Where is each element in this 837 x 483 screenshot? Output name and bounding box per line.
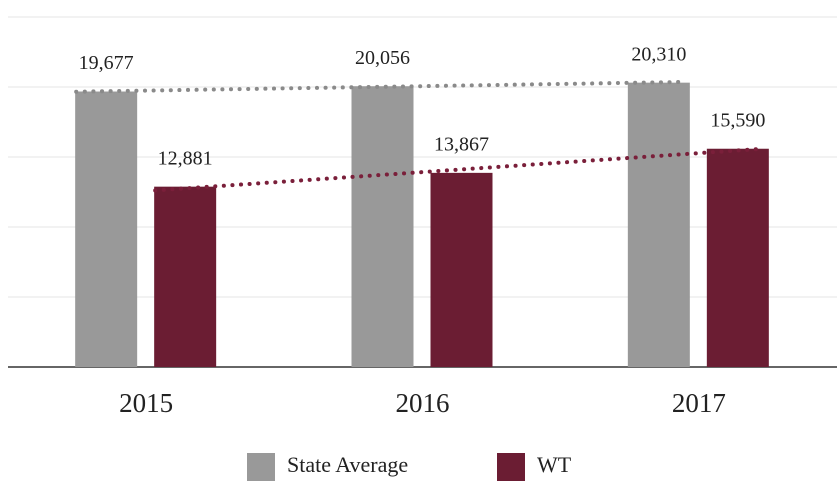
- bar: [627, 82, 690, 367]
- value-label: 13,867: [434, 133, 489, 155]
- x-tick-label: 2015: [119, 388, 173, 418]
- value-label: 12,881: [158, 147, 213, 169]
- bar: [706, 148, 769, 367]
- x-tick-label: 2016: [396, 388, 450, 418]
- x-tick-label: 2017: [672, 388, 726, 418]
- legend-swatch: [497, 453, 525, 481]
- value-label: 20,056: [355, 47, 410, 69]
- trend-line: [74, 79, 686, 94]
- bar: [351, 86, 414, 367]
- bar: [430, 172, 493, 367]
- legend-swatch: [247, 453, 275, 481]
- bar: [75, 91, 138, 367]
- trend-line: [153, 146, 765, 193]
- value-label: 15,590: [710, 109, 765, 131]
- bar: [154, 186, 217, 367]
- legend-label: State Average: [287, 452, 408, 477]
- value-label: 19,677: [79, 52, 134, 74]
- legend-label: WT: [537, 452, 572, 477]
- value-label: 20,310: [631, 43, 686, 65]
